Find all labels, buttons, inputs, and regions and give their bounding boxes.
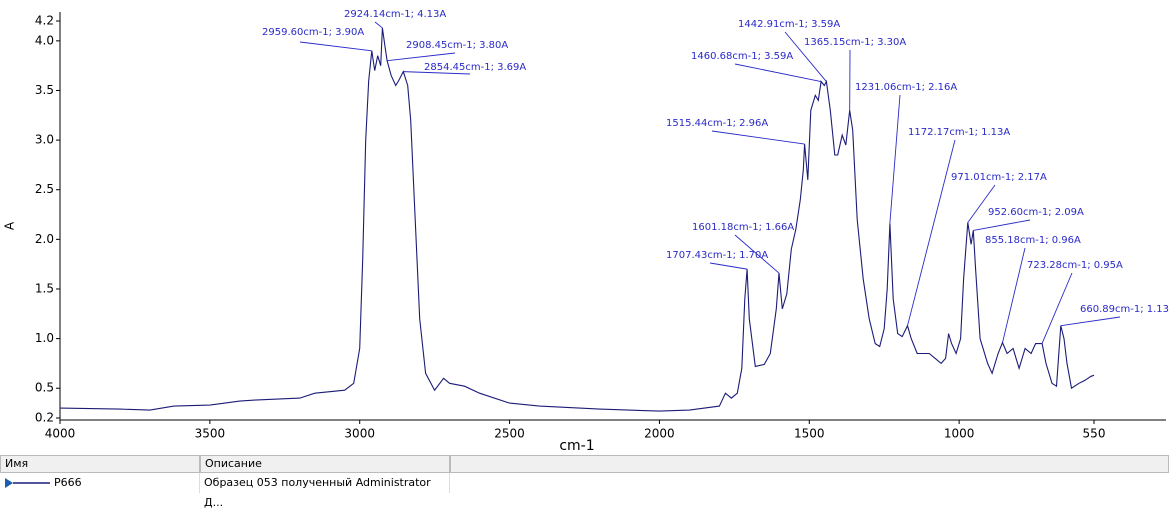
legend-table: Имя Описание P666 Образец 053 полученный… bbox=[0, 455, 1169, 494]
annotation-leader bbox=[1042, 273, 1072, 344]
annotation-label: 855.18cm-1; 0.96A bbox=[985, 235, 1081, 246]
y-tick-label: 2.5 bbox=[35, 182, 54, 196]
y-axis-label: A bbox=[3, 221, 17, 230]
x-tick-label: 2000 bbox=[644, 427, 675, 441]
x-tick-label: 4000 bbox=[45, 427, 76, 441]
annotation-label: 2959.60cm-1; 3.90A bbox=[262, 27, 364, 38]
annotation-leader bbox=[1003, 248, 1025, 343]
y-tick-label: 3.5 bbox=[35, 83, 54, 97]
x-tick-label: 1000 bbox=[944, 427, 975, 441]
annotation-label: 2924.14cm-1; 4.13A bbox=[344, 9, 446, 20]
annotation-leader bbox=[375, 22, 382, 28]
x-tick-label: 1500 bbox=[794, 427, 825, 441]
annotation-leader bbox=[973, 220, 1030, 230]
x-tick-label: 3500 bbox=[195, 427, 226, 441]
annotation-label: 1601.18cm-1; 1.66A bbox=[692, 222, 794, 233]
annotation-leader bbox=[908, 140, 955, 326]
annotation-leader bbox=[890, 95, 900, 223]
y-tick-label: 0.2 bbox=[35, 411, 54, 425]
annotation-label: 2854.45cm-1; 3.69A bbox=[424, 62, 526, 73]
annotation-leader bbox=[1061, 317, 1120, 326]
page: A cm-1 0.2 0.5 1.0 1.5 2.0 2.5 3.0 3.5 4.0 4.2 400… bbox=[0, 0, 1169, 494]
annotation-label: 1442.91cm-1; 3.59A bbox=[738, 19, 840, 30]
y-tick-label: 2.0 bbox=[35, 232, 54, 246]
x-tick-label: 550 bbox=[1083, 427, 1106, 441]
annotation-label: 1707.43cm-1; 1.70A bbox=[666, 250, 768, 261]
x-tick-label: 3000 bbox=[344, 427, 375, 441]
annotation-label: 1231.06cm-1; 2.16A bbox=[855, 82, 957, 93]
y-tick-label: 0.5 bbox=[35, 381, 54, 395]
annotation-label: 1172.17cm-1; 1.13A bbox=[908, 127, 1010, 138]
annotation-label: 952.60cm-1; 2.09A bbox=[988, 207, 1084, 218]
annotation-leader bbox=[387, 53, 455, 61]
y-tick-label: 1.5 bbox=[35, 281, 54, 295]
header-cell: Имя bbox=[0, 455, 200, 473]
annotation-leader bbox=[300, 42, 372, 51]
annotation-label: 971.01cm-1; 2.17A bbox=[951, 172, 1047, 183]
annotation-label: 2908.45cm-1; 3.80A bbox=[406, 40, 508, 51]
y-tick-label: 1.0 bbox=[35, 331, 54, 345]
annotation-label: 660.89cm-1; 1.13A bbox=[1080, 304, 1169, 315]
header-cell: Описание bbox=[200, 455, 450, 473]
annotation-label: 1460.68cm-1; 3.59A bbox=[691, 51, 793, 62]
annotation-label: 723.28cm-1; 0.95A bbox=[1027, 260, 1123, 271]
header-cell bbox=[450, 455, 1169, 473]
description-cell[interactable]: Образец 053 полученный Administrator Д..… bbox=[200, 473, 450, 493]
chart: A cm-1 0.2 0.5 1.0 1.5 2.0 2.5 3.0 3.5 4.0 4.2 400… bbox=[0, 0, 1169, 455]
x-tick-label: 2500 bbox=[494, 427, 525, 441]
annotation-label: 1365.15cm-1; 3.30A bbox=[804, 37, 906, 48]
annotation-label: 1515.44cm-1; 2.96A bbox=[666, 118, 768, 129]
y-tick-label: 4.2 bbox=[35, 14, 54, 28]
annotation-leader bbox=[735, 64, 821, 82]
y-tick-label: 4.0 bbox=[35, 33, 54, 47]
legend-icon bbox=[4, 477, 52, 489]
y-tick-label: 3.0 bbox=[35, 133, 54, 147]
x-axis-label: cm-1 bbox=[559, 438, 594, 454]
annotation-leader bbox=[712, 131, 805, 144]
annotation-leader bbox=[710, 263, 747, 269]
